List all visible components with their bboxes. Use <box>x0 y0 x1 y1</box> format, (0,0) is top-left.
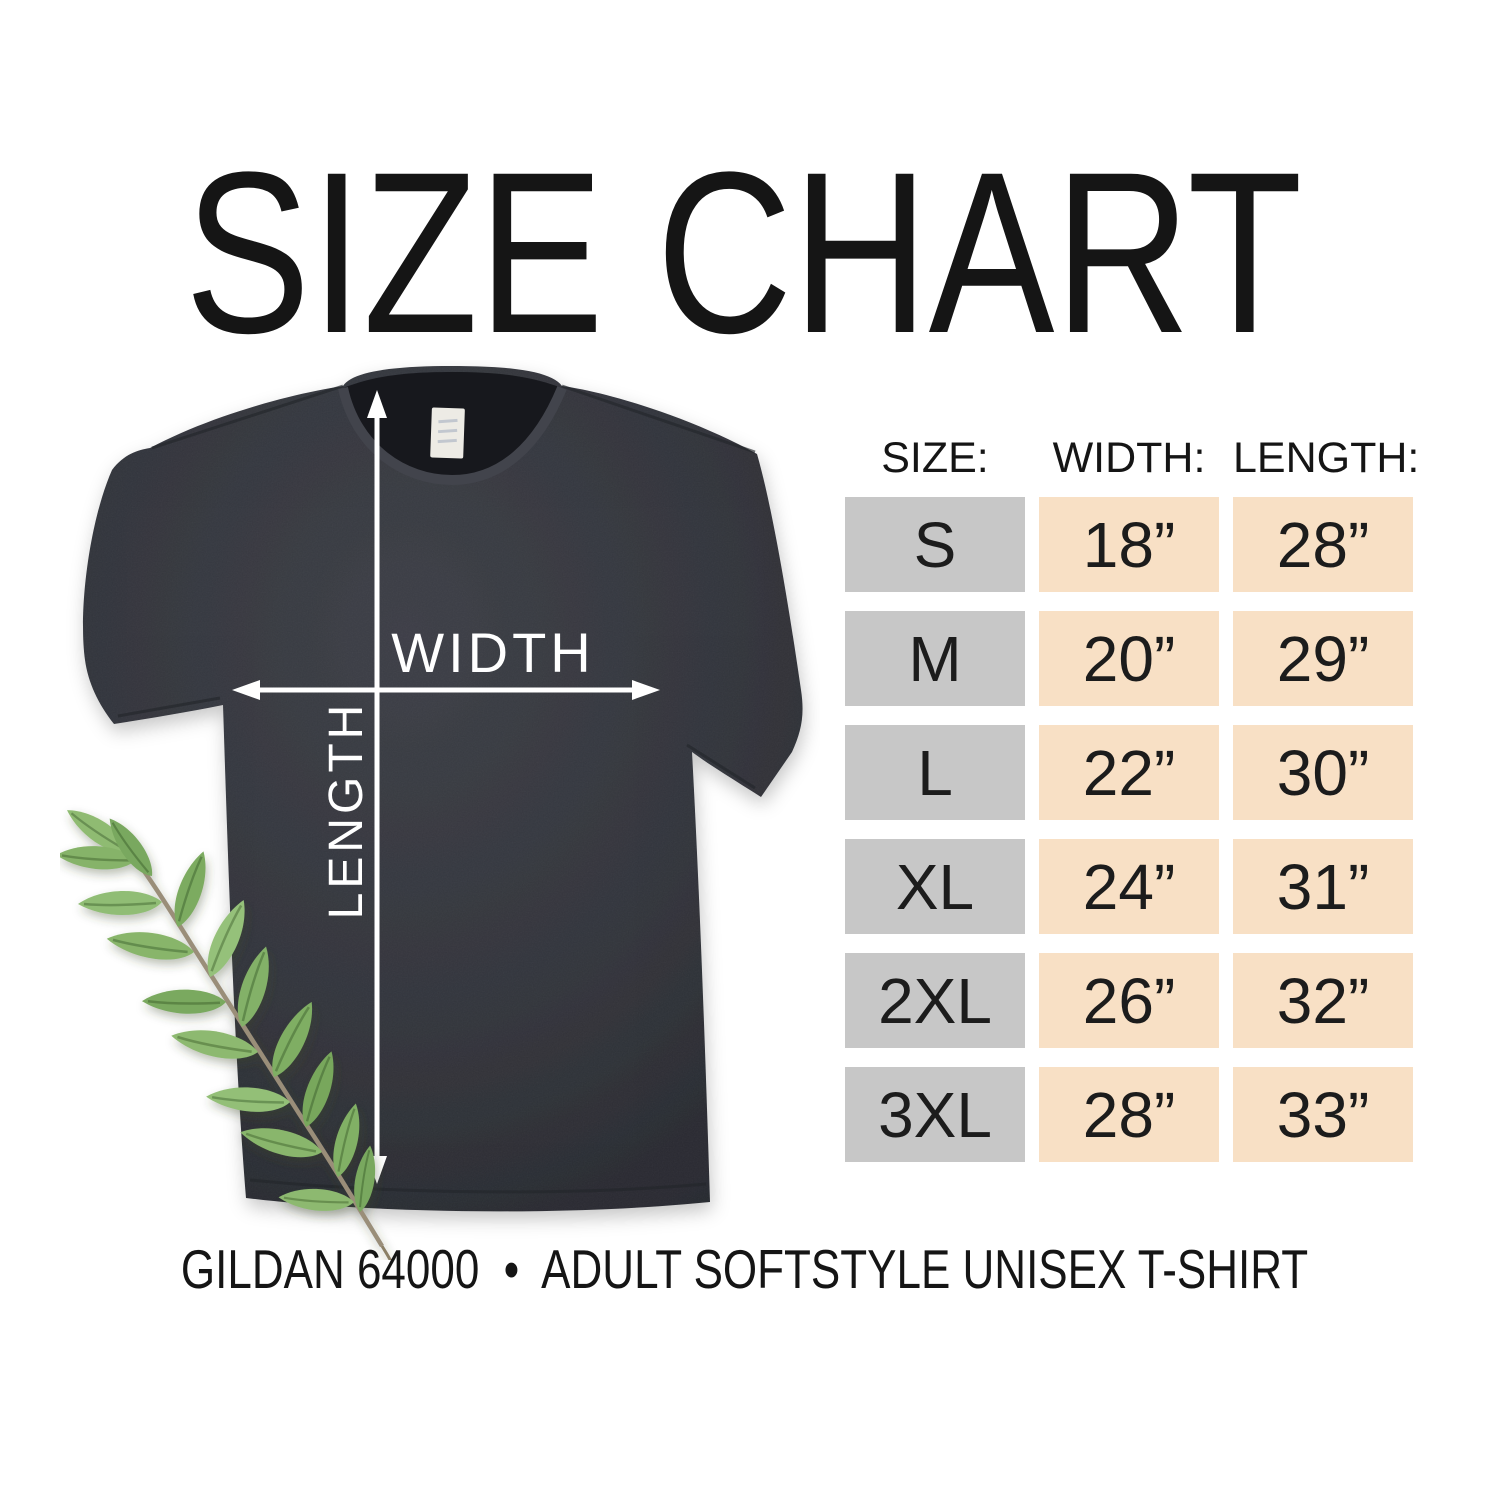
width-cell: 18” <box>1039 497 1219 592</box>
length-cell: 32” <box>1233 953 1413 1048</box>
table-row: 3XL 28” 33” <box>845 1067 1413 1162</box>
tshirt-illustration: WIDTH LENGTH <box>54 360 820 1269</box>
length-cell: 31” <box>1233 839 1413 934</box>
col-header-size: SIZE: <box>881 434 989 482</box>
table-row: L 22” 30” <box>845 725 1413 820</box>
size-cell: S <box>845 497 1025 592</box>
page-title-text: SIZE CHART <box>185 124 1303 381</box>
tshirt-svg: WIDTH LENGTH <box>54 366 803 1269</box>
width-cell: 20” <box>1039 611 1219 706</box>
length-cell: 33” <box>1233 1067 1413 1162</box>
table-row: S 18” 28” <box>845 497 1413 592</box>
size-table-header: SIZE: WIDTH: LENGTH: <box>845 420 1420 497</box>
width-cell: 28” <box>1039 1067 1219 1162</box>
fabric-texture <box>83 366 803 1212</box>
table-row: M 20” 29” <box>845 611 1413 706</box>
length-cell: 29” <box>1233 611 1413 706</box>
product-caption-text: GILDAN 64000 • ADULT SOFTSTYLE UNISEX T-… <box>180 1238 1308 1300</box>
width-arrow <box>232 680 660 700</box>
table-row: XL 24” 31” <box>845 839 1413 934</box>
length-label: LENGTH <box>320 701 373 920</box>
shirt-seams <box>117 384 756 1194</box>
size-cell: 2XL <box>845 953 1025 1048</box>
col-header-width: WIDTH: <box>1052 434 1206 482</box>
length-cell: 30” <box>1233 725 1413 820</box>
measurement-arrows: WIDTH LENGTH <box>232 390 660 1184</box>
product-caption: GILDAN 64000 • ADULT SOFTSTYLE UNISEX T-… <box>0 1240 1488 1300</box>
length-cell: 28” <box>1233 497 1413 592</box>
size-cell: 3XL <box>845 1067 1025 1162</box>
branch-stem <box>128 850 384 1248</box>
width-label: WIDTH <box>391 621 595 684</box>
width-cell: 22” <box>1039 725 1219 820</box>
size-cell: L <box>845 725 1025 820</box>
size-cell: XL <box>845 839 1025 934</box>
size-cell: M <box>845 611 1025 706</box>
col-header-length: LENGTH: <box>1233 434 1420 482</box>
size-table: SIZE: WIDTH: LENGTH: S 18” 28” M 20” 29”… <box>845 420 1420 1162</box>
page-title: SIZE CHART <box>0 138 1488 368</box>
table-row: 2XL 26” 32” <box>845 953 1413 1048</box>
width-cell: 26” <box>1039 953 1219 1048</box>
size-table-rows: S 18” 28” M 20” 29” L 22” 30” XL 24” 31”… <box>845 497 1413 1162</box>
neck-tag <box>430 407 465 459</box>
width-cell: 24” <box>1039 839 1219 934</box>
